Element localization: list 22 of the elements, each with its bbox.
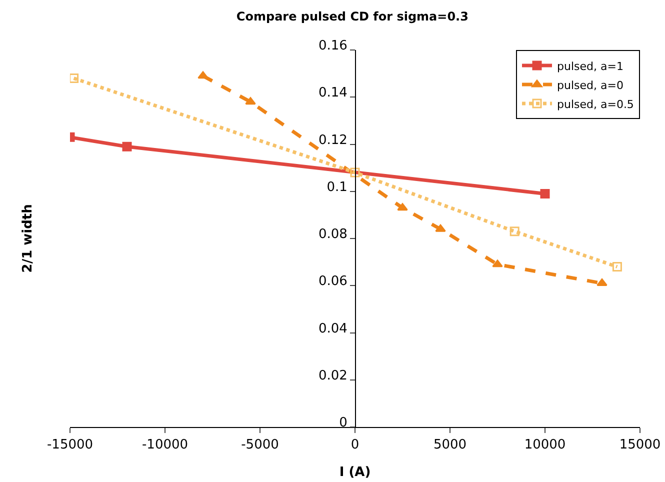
x-tick-label: -15000 (46, 438, 94, 453)
y-tick-label: 0.12 (318, 132, 348, 148)
y-tick-label: 0.02 (318, 368, 348, 384)
y-tick-label: 0.06 (318, 274, 348, 290)
chart-title: Compare pulsed CD for sigma=0.3 (236, 9, 468, 24)
x-tick-label: 0 (350, 438, 360, 453)
y-tick-label: 0.16 (318, 38, 348, 54)
y-tick-label: 0.14 (318, 86, 348, 101)
y-tick-label: 0.1 (326, 180, 348, 195)
x-tick-label: -10000 (142, 438, 188, 453)
x-tick-label: 5000 (433, 438, 467, 453)
y-tick-label: 0 (339, 416, 348, 431)
x-tick-label: -5000 (241, 438, 279, 453)
x-tick-label: 15000 (619, 438, 661, 453)
y-tick-label: 0.08 (318, 227, 348, 242)
legend-label: pulsed, a=1 (557, 60, 624, 73)
y-tick-label: 0.04 (318, 321, 348, 336)
x-tick-label: 10000 (524, 438, 566, 453)
legend-label: pulsed, a=0.5 (557, 98, 634, 111)
y-axis-title: 2/1 width (20, 204, 36, 273)
legend-label: pulsed, a=0 (557, 78, 624, 92)
x-axis-title: I (A) (339, 465, 371, 480)
